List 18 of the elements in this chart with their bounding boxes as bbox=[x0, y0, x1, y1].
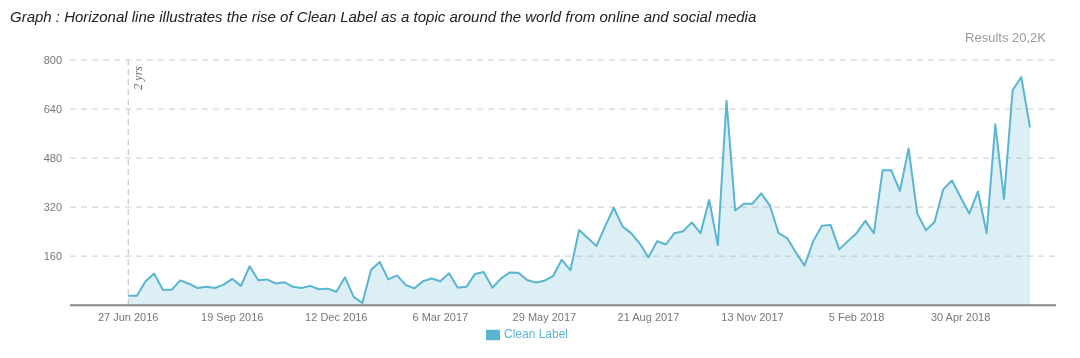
y-tick-label: 640 bbox=[43, 102, 62, 115]
text: Results 20,2K bbox=[964, 30, 1047, 47]
y-tick-label: 160 bbox=[43, 250, 62, 263]
x-tick-label: 5 Feb 2018 bbox=[828, 310, 885, 323]
y-tick-label: 480 bbox=[43, 151, 62, 164]
legend-label: Clean Label bbox=[503, 327, 569, 342]
y-tick-label: 800 bbox=[43, 53, 62, 66]
x-tick-label: 30 Apr 2018 bbox=[930, 310, 991, 323]
x-tick-label: 27 Jun 2016 bbox=[97, 310, 159, 323]
x-tick-label: 6 Mar 2017 bbox=[412, 310, 469, 323]
chart-title: Graph : Horizonal line illustrates the rise of Clean Label as a topic around the world from online and social media bbox=[9, 8, 758, 27]
x-tick-label: 21 Aug 2017 bbox=[617, 310, 680, 323]
x-tick-label: 12 Dec 2016 bbox=[305, 310, 368, 323]
ref-line-label: 2 yrs bbox=[131, 65, 146, 90]
x-tick-label: 13 Nov 2017 bbox=[721, 310, 784, 323]
x-tick-label: 19 Sep 2016 bbox=[201, 310, 264, 323]
x-tick-label: 29 May 2017 bbox=[512, 310, 577, 323]
y-tick-label: 320 bbox=[43, 201, 62, 214]
